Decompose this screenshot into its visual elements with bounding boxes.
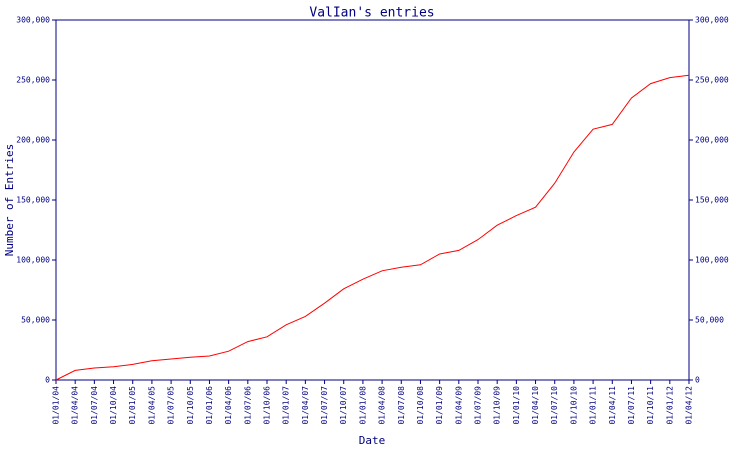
y2-tick-label: 200,000	[695, 136, 729, 145]
x-tick-label: 01/07/10	[550, 386, 559, 425]
x-tick-label: 01/07/09	[474, 386, 483, 425]
y2-tick-label: 300,000	[695, 16, 729, 25]
y2-tick-label: 0	[695, 376, 700, 385]
y2-tick-label: 250,000	[695, 76, 729, 85]
x-tick-label: 01/01/11	[589, 386, 598, 425]
x-tick-label: 01/10/10	[569, 386, 578, 425]
x-tick-label: 01/04/10	[531, 386, 540, 425]
chart-title: ValIan's entries	[309, 6, 434, 21]
y-axis-label: Number of Entries	[3, 144, 16, 257]
x-tick-label: 01/10/11	[646, 386, 655, 425]
x-tick-label: 01/10/09	[493, 386, 502, 425]
y-tick-label: 200,000	[16, 136, 50, 145]
x-tick-label: 01/01/09	[435, 386, 444, 425]
x-tick-label: 01/10/05	[186, 386, 195, 425]
x-tick-label: 01/04/06	[224, 386, 233, 425]
x-tick-label: 01/01/12	[665, 386, 674, 425]
x-tick-label: 01/10/06	[263, 386, 272, 425]
y2-tick-label: 150,000	[695, 196, 729, 205]
x-tick-label: 01/07/05	[167, 386, 176, 425]
x-tick-label: 01/04/12	[685, 386, 694, 425]
y-tick-label: 50,000	[21, 316, 50, 325]
x-tick-label: 01/07/04	[90, 386, 99, 425]
x-tick-label: 01/04/07	[301, 386, 310, 425]
data-line	[55, 74, 690, 381]
x-tick-label: 01/10/08	[416, 386, 425, 425]
x-tick-label: 01/10/07	[339, 386, 348, 425]
x-tick-label: 01/04/05	[147, 386, 156, 425]
y2-tick-label: 50,000	[695, 316, 724, 325]
y-tick-label: 100,000	[16, 256, 50, 265]
x-tick-label: 01/04/04	[71, 386, 80, 425]
y-tick-label: 250,000	[16, 76, 50, 85]
y2-tick-label: 100,000	[695, 256, 729, 265]
x-tick-label: 01/01/06	[205, 386, 214, 425]
x-tick-label: 01/07/06	[243, 386, 252, 425]
x-tick-label: 01/01/07	[282, 386, 291, 425]
x-tick-label: 01/01/10	[512, 386, 521, 425]
x-tick-label: 01/04/11	[608, 386, 617, 425]
x-tick-label: 01/01/04	[52, 386, 61, 425]
x-tick-label: 01/07/07	[320, 386, 329, 425]
x-axis-label: Date	[359, 434, 386, 447]
y-tick-label: 300,000	[16, 16, 50, 25]
x-tick-label: 01/07/11	[627, 386, 636, 425]
y-tick-label: 150,000	[16, 196, 50, 205]
x-tick-label: 01/04/08	[378, 386, 387, 425]
x-tick-label: 01/10/04	[109, 386, 118, 425]
x-tick-label: 01/01/05	[128, 386, 137, 425]
plot-frame	[55, 19, 690, 381]
x-tick-label: 01/04/09	[454, 386, 463, 425]
x-tick-label: 01/07/08	[397, 386, 406, 425]
y-tick-label: 0	[45, 376, 50, 385]
x-tick-label: 01/01/08	[358, 386, 367, 425]
